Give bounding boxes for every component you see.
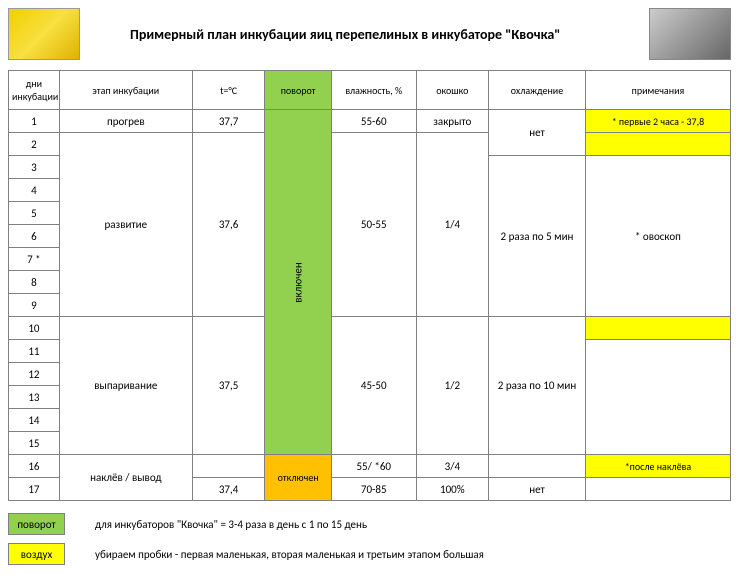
day-cell: 2 [9,133,60,156]
col-cooling: охлаждение [489,71,586,110]
stage-cell: наклёв / вывод [59,455,192,501]
day-cell: 7 * [9,248,60,271]
day-cell: 11 [9,340,60,363]
note-cell [585,478,730,501]
legend-turn-text: для инкубаторов "Квочка" = 3-4 раза в де… [95,518,367,531]
col-turn: поворот [265,71,332,110]
table-row: 10 выпаривание 37,5 45-50 1/2 2 раза по … [9,317,731,340]
col-temp: t=°С [192,71,265,110]
day-cell: 16 [9,455,60,478]
table-row: 16 наклёв / вывод отключен 55/ *60 3/4 *… [9,455,731,478]
humidity-cell: 50-55 [331,133,416,317]
note-cell [585,340,730,455]
header: Примерный план инкубации яиц перепелиных… [8,8,731,60]
note-cell [585,133,730,156]
temp-cell: 37,4 [192,478,265,501]
table-row: 1 прогрев 37,7 включен 55-60 закрыто нет… [9,110,731,133]
day-cell: 9 [9,294,60,317]
legend-air-text: убираем пробки - первая маленькая, втора… [95,548,484,561]
day-cell: 12 [9,363,60,386]
day-cell: 4 [9,179,60,202]
cooling-cell: нет [489,110,586,156]
col-day: дни инкубации [9,71,60,110]
day-cell: 13 [9,386,60,409]
doc-title: Примерный план инкубации яиц перепелиных… [100,26,649,43]
day-cell: 14 [9,409,60,432]
note-cell [585,317,730,340]
window-cell: 1/4 [416,133,489,317]
day-cell: 6 [9,225,60,248]
stage-cell: выпаривание [59,317,192,455]
temp-cell: 37,5 [192,317,265,455]
day-cell: 15 [9,432,60,455]
stage-cell: прогрев [59,110,192,133]
temp-cell: 37,6 [192,133,265,317]
window-cell: 1/2 [416,317,489,455]
col-stage: этап инкубации [59,71,192,110]
header-row: дни инкубации этап инкубации t=°С поворо… [9,71,731,110]
note-cell: *после наклёва [585,455,730,478]
table-row: 2 развитие 37,6 50-55 1/4 [9,133,731,156]
temp-cell [192,455,265,478]
humidity-cell: 45-50 [331,317,416,455]
col-humidity: влажность, % [331,71,416,110]
window-cell: закрыто [416,110,489,133]
incubator-image [649,8,731,60]
col-window: окошко [416,71,489,110]
cooling-cell: 2 раза по 10 мин [489,317,586,455]
window-cell: 100% [416,478,489,501]
day-cell: 10 [9,317,60,340]
day-cell: 8 [9,271,60,294]
cooling-cell: нет [489,478,586,501]
stage-cell: развитие [59,133,192,317]
humidity-cell: 55-60 [331,110,416,133]
note-cell: * первые 2 часа - 37,8 [585,110,730,133]
legend-air-box: воздух [8,543,65,565]
legend-turn-box: поворот [8,513,65,535]
legend-turn: поворот для инкубаторов "Квочка" = 3-4 р… [8,513,731,535]
day-cell: 5 [9,202,60,225]
col-notes: примечания [585,71,730,110]
incubation-table: дни инкубации этап инкубации t=°С поворо… [8,70,731,501]
day-cell: 1 [9,110,60,133]
turn-on-cell: включен [265,110,332,455]
legend-air: воздух убираем пробки - первая маленькая… [8,543,731,565]
day-cell: 17 [9,478,60,501]
chicks-image [8,8,80,60]
temp-cell: 37,7 [192,110,265,133]
day-cell: 3 [9,156,60,179]
cooling-cell [489,455,586,478]
window-cell: 3/4 [416,455,489,478]
turn-off-cell: отключен [265,455,332,501]
humidity-cell: 70-85 [331,478,416,501]
note-cell: * овоскоп [585,156,730,317]
humidity-cell: 55/ *60 [331,455,416,478]
cooling-cell: 2 раза по 5 мин [489,156,586,317]
